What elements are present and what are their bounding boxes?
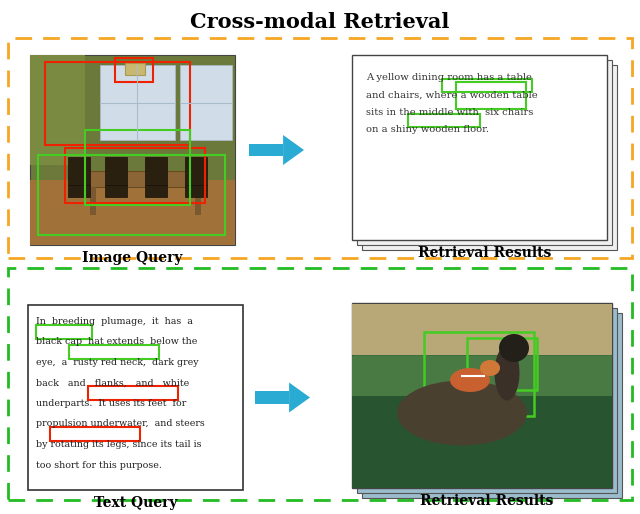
Bar bbox=[125, 63, 145, 75]
Bar bbox=[352, 304, 612, 355]
Bar bbox=[362, 65, 617, 250]
Bar bbox=[357, 60, 612, 245]
Bar bbox=[45, 62, 190, 145]
Bar bbox=[408, 114, 480, 126]
Ellipse shape bbox=[450, 368, 490, 392]
Text: sits in the middle with  six chairs: sits in the middle with six chairs bbox=[366, 108, 533, 117]
Text: black cap  hat extends  below the: black cap hat extends below the bbox=[36, 338, 197, 346]
Ellipse shape bbox=[495, 345, 520, 400]
Bar bbox=[185, 157, 207, 185]
Ellipse shape bbox=[397, 380, 527, 446]
Text: too short for this purpose.: too short for this purpose. bbox=[36, 461, 162, 469]
Polygon shape bbox=[289, 382, 310, 413]
Bar bbox=[362, 313, 622, 498]
Text: Retrieval Results: Retrieval Results bbox=[420, 494, 554, 508]
Bar bbox=[185, 185, 207, 197]
Text: on a shiny wooden floor.: on a shiny wooden floor. bbox=[366, 125, 489, 135]
Ellipse shape bbox=[480, 360, 500, 376]
Bar bbox=[30, 55, 235, 245]
Bar bbox=[50, 427, 140, 441]
Text: propulsion underwater,  and steers: propulsion underwater, and steers bbox=[36, 419, 205, 429]
Bar bbox=[195, 187, 201, 215]
Bar bbox=[69, 345, 159, 359]
Bar bbox=[357, 308, 617, 493]
Bar bbox=[68, 157, 90, 185]
Bar bbox=[65, 148, 205, 203]
Bar bbox=[352, 303, 612, 488]
Text: underparts.  It uses its feet  for: underparts. It uses its feet for bbox=[36, 399, 186, 408]
Text: Image Query: Image Query bbox=[83, 251, 183, 265]
Bar bbox=[442, 79, 532, 91]
Text: Cross-modal Retrieval: Cross-modal Retrieval bbox=[190, 12, 450, 32]
Bar bbox=[88, 386, 178, 400]
Text: A yellow dining room has a table: A yellow dining room has a table bbox=[366, 73, 532, 82]
Bar bbox=[30, 55, 85, 165]
Bar bbox=[115, 58, 153, 82]
Text: by rotating its legs, since its tail is: by rotating its legs, since its tail is bbox=[36, 440, 202, 449]
Bar bbox=[352, 396, 612, 488]
Bar bbox=[105, 185, 127, 197]
Bar bbox=[68, 185, 90, 197]
Bar bbox=[30, 180, 235, 245]
Bar bbox=[145, 185, 167, 197]
Bar bbox=[85, 130, 190, 205]
Bar bbox=[100, 65, 175, 140]
Bar bbox=[145, 157, 167, 185]
Polygon shape bbox=[249, 144, 283, 156]
Text: Retrieval Results: Retrieval Results bbox=[418, 246, 551, 260]
Bar bbox=[105, 157, 127, 185]
Bar bbox=[38, 155, 225, 235]
Text: eye,  a  rusty red neck,  dark grey: eye, a rusty red neck, dark grey bbox=[36, 358, 198, 367]
Bar bbox=[36, 324, 92, 339]
Bar bbox=[28, 305, 243, 490]
Bar bbox=[352, 55, 607, 240]
Text: Text Query: Text Query bbox=[93, 496, 177, 510]
Polygon shape bbox=[283, 135, 304, 165]
Text: back   and   flanks,   and   white: back and flanks, and white bbox=[36, 378, 189, 388]
Bar bbox=[180, 65, 232, 140]
Polygon shape bbox=[255, 391, 289, 404]
Text: In  breeding  plumage,  it  has  a: In breeding plumage, it has a bbox=[36, 317, 193, 326]
Bar bbox=[90, 187, 96, 215]
Bar bbox=[456, 82, 526, 109]
Ellipse shape bbox=[499, 334, 529, 362]
Bar bbox=[85, 171, 205, 187]
Bar bbox=[424, 332, 534, 416]
Bar bbox=[352, 356, 612, 396]
Bar bbox=[467, 338, 537, 390]
Text: and chairs, where a wooden table: and chairs, where a wooden table bbox=[366, 90, 538, 100]
